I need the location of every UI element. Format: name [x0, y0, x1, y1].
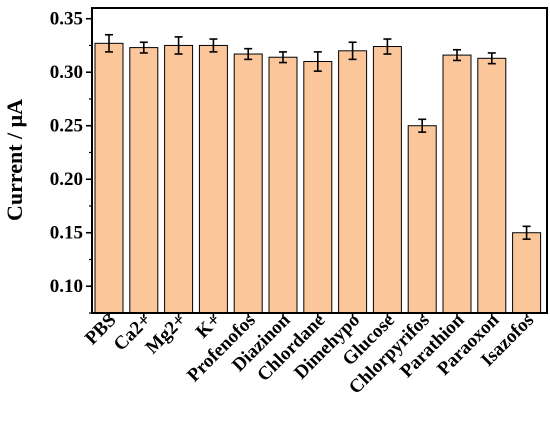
error-bar	[313, 51, 322, 72]
bar-paraoxon	[477, 57, 507, 314]
y-tick-label: 0.10	[50, 276, 83, 297]
plot-frame	[91, 7, 548, 314]
bar-pbs	[94, 42, 124, 314]
error-bar	[522, 225, 531, 240]
error-bar	[174, 36, 183, 55]
bar-k-	[198, 44, 228, 314]
x-tick-label: Mg2+	[142, 310, 191, 359]
bar-parathion	[442, 54, 472, 314]
bar-glucose	[372, 46, 402, 314]
bar-ca2-	[129, 47, 159, 314]
error-bar	[105, 33, 113, 53]
y-tick-label: 0.35	[50, 9, 83, 30]
y-axis-title: Current / μA	[2, 99, 27, 221]
error-bar	[279, 51, 287, 64]
bar-chlorpyrifos	[407, 125, 437, 314]
error-bars	[105, 33, 531, 240]
bars	[94, 42, 542, 314]
bar-profenofos	[233, 53, 263, 314]
error-bar	[453, 48, 461, 62]
error-bar	[383, 38, 392, 55]
bar-isazofos	[512, 232, 542, 314]
bar-mg2-	[164, 44, 194, 314]
error-bar	[348, 41, 357, 61]
error-bar	[244, 47, 253, 61]
y-tick-label: 0.25	[50, 116, 83, 137]
y-axis: 0.10 0.15 0.20 0.25 0.30 0.35	[50, 9, 92, 314]
error-bar	[209, 38, 218, 53]
error-bar	[139, 41, 148, 54]
error-bar	[487, 52, 496, 65]
bar-dimehypo	[338, 50, 368, 314]
bar-chlordane	[303, 61, 333, 314]
y-tick-label: 0.30	[50, 62, 83, 83]
y-tick-label: 0.15	[50, 223, 83, 244]
bar-diazinon	[268, 56, 298, 314]
y-tick-label: 0.20	[50, 169, 83, 190]
error-bar	[418, 118, 427, 133]
